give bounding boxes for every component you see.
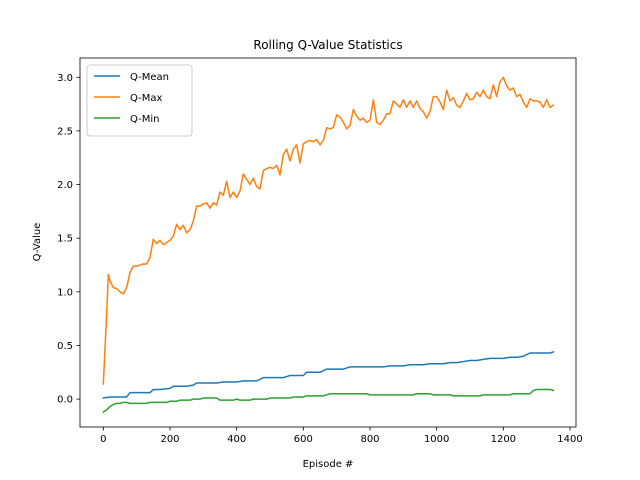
chart-title: Rolling Q-Value Statistics bbox=[253, 38, 402, 52]
y-tick-label: 1.0 bbox=[57, 287, 73, 298]
y-tick-label: 3.0 bbox=[57, 73, 73, 84]
x-tick-label: 400 bbox=[227, 434, 246, 445]
x-tick-label: 1000 bbox=[424, 434, 449, 445]
legend-label: Q-Mean bbox=[130, 72, 169, 83]
y-axis-title: Q-Value bbox=[32, 223, 43, 262]
x-tick-label: 800 bbox=[360, 434, 379, 445]
y-tick-label: 2.5 bbox=[57, 126, 73, 137]
y-tick-label: 2.0 bbox=[57, 180, 73, 191]
plot-frame bbox=[79, 57, 577, 428]
plot-area bbox=[102, 76, 555, 414]
legend-label: Q-Max bbox=[130, 93, 163, 104]
y-tick-label: 0.0 bbox=[57, 395, 73, 406]
x-tick-label: 600 bbox=[294, 434, 313, 445]
series-line-q-min bbox=[102, 388, 555, 414]
x-axis-title: Episode # bbox=[303, 459, 354, 470]
x-tick-label: 1400 bbox=[557, 434, 582, 445]
x-tick-label: 1200 bbox=[491, 434, 516, 445]
legend: Q-Mean Q-Max Q-Min bbox=[86, 64, 193, 137]
series-line-q-max bbox=[102, 76, 555, 385]
series-line-q-mean bbox=[102, 350, 555, 399]
x-tick-label: 200 bbox=[160, 434, 179, 445]
legend-label: Q-Min bbox=[130, 114, 160, 125]
y-tick-label: 0.5 bbox=[57, 341, 73, 352]
y-tick-label: 1.5 bbox=[57, 234, 73, 245]
x-tick-label: 0 bbox=[100, 434, 106, 445]
y-axis: 0.0 0.5 1.0 1.5 2.0 2.5 3.0 bbox=[57, 73, 80, 406]
x-axis: 0 200 400 600 800 1000 1200 1400 bbox=[100, 427, 583, 445]
